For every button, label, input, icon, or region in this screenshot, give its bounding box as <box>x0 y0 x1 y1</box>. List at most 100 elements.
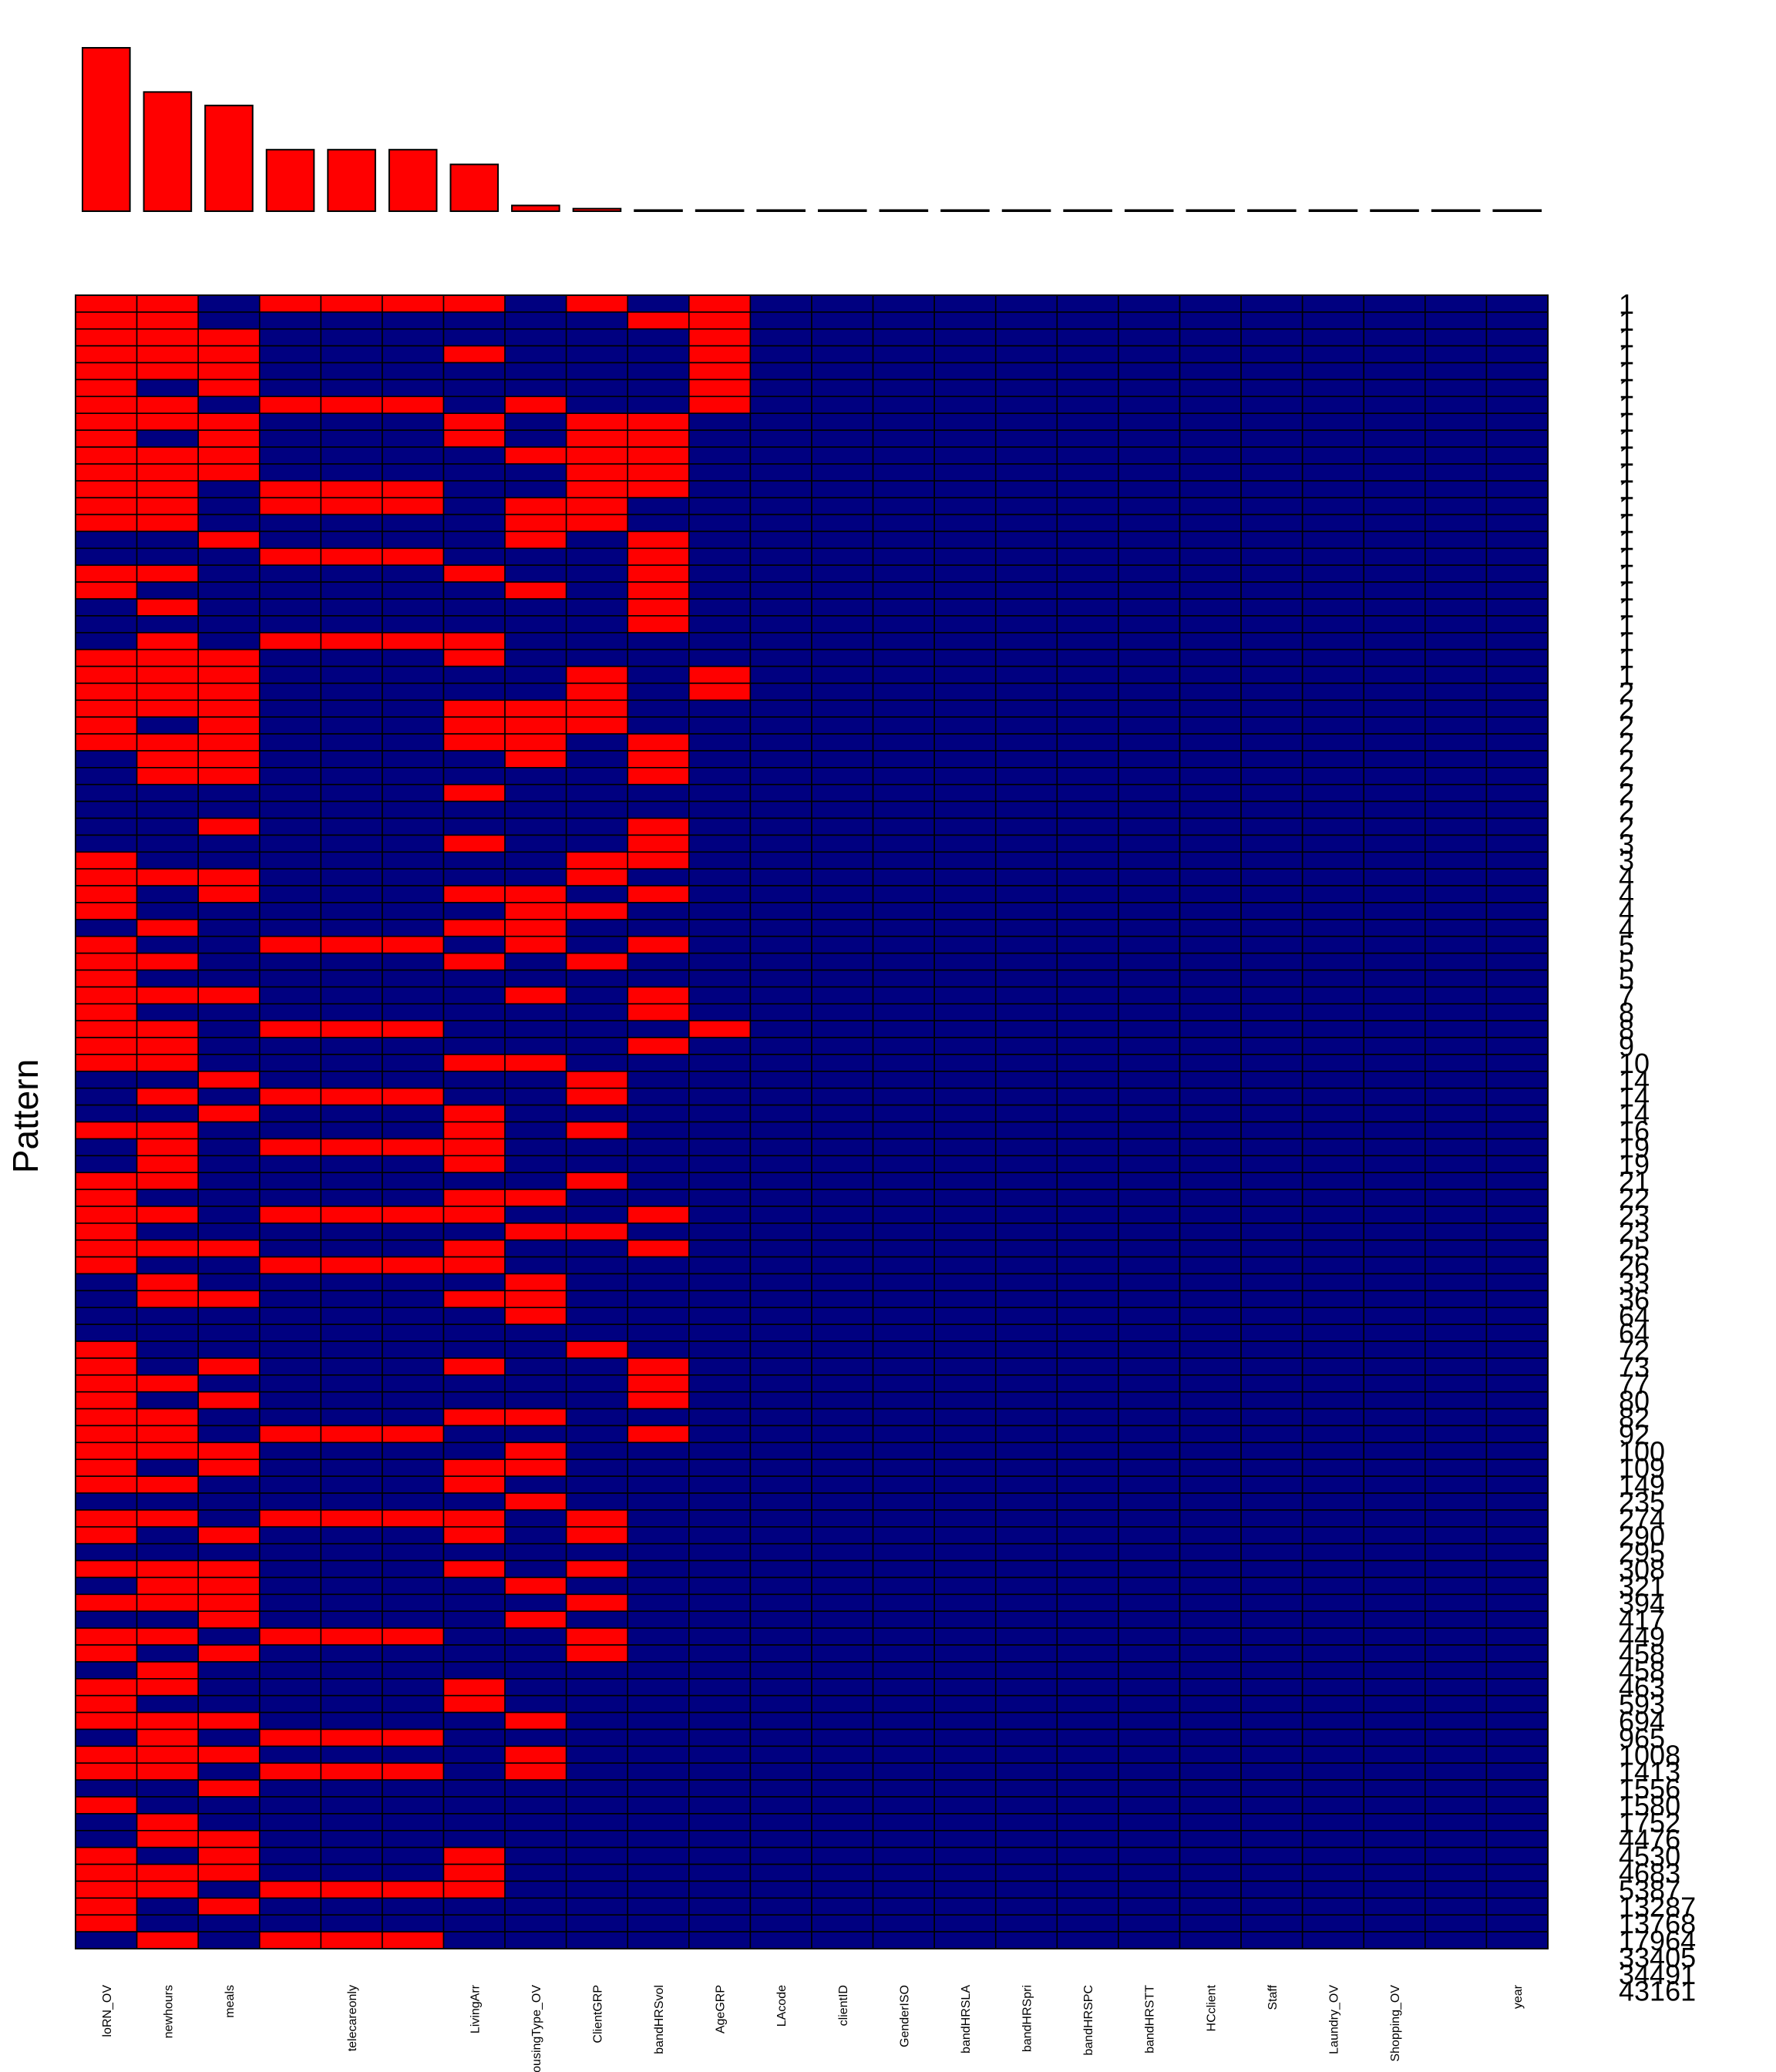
pattern-cell <box>688 1829 752 1848</box>
pattern-cell <box>688 615 752 634</box>
pattern-count-label: 1 <box>1619 355 1634 387</box>
pattern-cell <box>688 733 752 752</box>
pattern-cell <box>872 1155 935 1173</box>
pattern-cell <box>627 1526 690 1545</box>
pattern-cell <box>627 834 690 853</box>
pattern-cell <box>442 1678 506 1697</box>
pattern-cell <box>320 1189 383 1207</box>
pattern-cell <box>872 1576 935 1596</box>
pattern-cell <box>320 851 383 870</box>
pattern-cell <box>811 530 874 550</box>
pattern-cell <box>688 1324 752 1342</box>
pattern-cell <box>1485 1324 1549 1342</box>
pattern-cell <box>1118 1914 1181 1932</box>
pattern-cell <box>1240 851 1303 870</box>
pattern-cell <box>749 1003 812 1021</box>
pattern-cell <box>442 1897 506 1916</box>
pattern-cell <box>811 1863 874 1882</box>
pattern-cell <box>994 1610 1058 1629</box>
pattern-cell <box>442 1610 506 1629</box>
pattern-cell <box>1118 446 1181 465</box>
pattern-cell <box>258 631 322 651</box>
pattern-cell <box>811 1711 874 1731</box>
pattern-cell <box>1424 1678 1488 1697</box>
pattern-cell <box>504 935 567 954</box>
pattern-cell <box>749 1458 812 1477</box>
pattern-cell <box>382 1003 445 1021</box>
pattern-cell <box>1118 1745 1181 1764</box>
pattern-cell <box>749 1020 812 1038</box>
pattern-cell <box>627 1357 690 1376</box>
pattern-cell <box>872 1290 935 1309</box>
pattern-cell <box>872 817 935 836</box>
pattern-cell <box>258 733 322 752</box>
pattern-cell <box>258 1526 322 1545</box>
pattern-cell <box>136 395 199 415</box>
pattern-cell <box>1485 1627 1549 1646</box>
pattern-cell <box>1363 648 1426 668</box>
pattern-cell <box>1363 665 1426 684</box>
pattern-cell <box>1301 1593 1365 1613</box>
pattern-cell <box>994 1728 1058 1747</box>
missing-bar-4 <box>327 149 376 212</box>
pattern-cell <box>1363 446 1426 465</box>
pattern-cell <box>1056 1728 1119 1747</box>
pattern-cell <box>811 1424 874 1444</box>
pattern-cell <box>994 547 1058 567</box>
pattern-count-label: 1752 <box>1619 1807 1680 1838</box>
pattern-cell <box>1118 479 1181 499</box>
pattern-cell <box>688 412 752 431</box>
pattern-cell <box>1179 1745 1242 1764</box>
pattern-cell <box>442 1914 506 1932</box>
pattern-cell <box>1424 1576 1488 1596</box>
pattern-cell <box>1301 1846 1365 1865</box>
pattern-cell <box>1118 1728 1181 1747</box>
pattern-cell <box>565 1897 629 1916</box>
pattern-cell <box>504 1391 567 1410</box>
pattern-cell <box>565 902 629 920</box>
pattern-cell <box>136 631 199 651</box>
pattern-cell <box>688 1458 752 1477</box>
pattern-cell <box>1179 1779 1242 1798</box>
pattern-cell <box>627 581 690 600</box>
pattern-cell <box>811 1273 874 1292</box>
pattern-cell <box>382 1307 445 1325</box>
pattern-cell <box>382 800 445 819</box>
pattern-cell <box>811 1324 874 1342</box>
pattern-cell <box>320 648 383 668</box>
pattern-cell <box>811 1340 874 1359</box>
pattern-cell <box>136 868 199 886</box>
pattern-cell <box>688 1678 752 1697</box>
pattern-cell <box>1424 750 1488 769</box>
pattern-cell <box>872 1846 935 1865</box>
pattern-cell <box>1363 1559 1426 1579</box>
missing-bar-9 <box>634 209 683 212</box>
pattern-cell <box>1424 1020 1488 1038</box>
pattern-cell <box>933 1340 997 1359</box>
pattern-cell <box>75 1071 138 1089</box>
pattern-cell <box>749 328 812 347</box>
pattern-cell <box>1301 446 1365 465</box>
pattern-cell <box>75 1324 138 1342</box>
pattern-cell <box>811 648 874 668</box>
pattern-cell <box>258 919 322 937</box>
pattern-cell <box>1179 648 1242 668</box>
pattern-cell <box>197 1172 261 1190</box>
pattern-cell <box>382 851 445 870</box>
pattern-cell <box>1179 1256 1242 1275</box>
pattern-cell <box>1301 1661 1365 1680</box>
pattern-cell <box>994 783 1058 802</box>
pattern-cell <box>627 1206 690 1224</box>
pattern-cell <box>688 1307 752 1325</box>
pattern-cell <box>1301 1813 1365 1832</box>
pattern-cell <box>1424 1931 1488 1949</box>
pattern-cell <box>994 615 1058 634</box>
pattern-cell <box>749 1610 812 1629</box>
pattern-cell <box>1301 750 1365 769</box>
pattern-cell <box>1363 1576 1426 1596</box>
pattern-cell <box>1301 1475 1365 1494</box>
pattern-cell <box>1240 1762 1303 1781</box>
pattern-cell <box>320 1644 383 1663</box>
pattern-cell <box>197 1223 261 1241</box>
pattern-cell <box>1301 648 1365 668</box>
